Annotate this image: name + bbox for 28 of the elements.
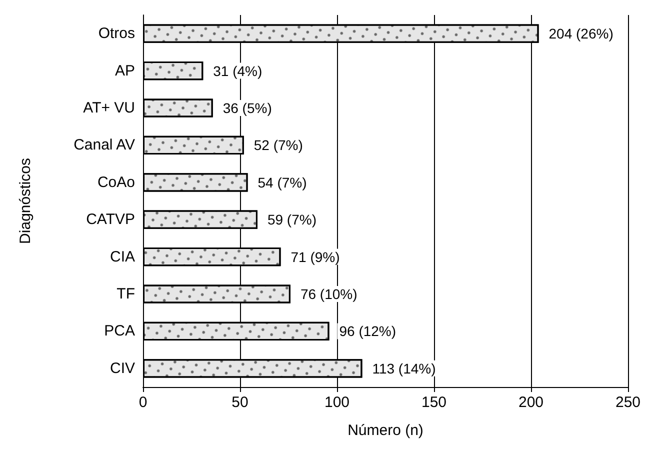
data-label: 31 (4%): [213, 62, 262, 79]
x-axis-title: Número (n): [348, 422, 424, 439]
data-label: 71 (9%): [290, 248, 340, 265]
data-label: 54 (7%): [258, 174, 307, 190]
data-label: 204 (26%): [548, 26, 614, 42]
x-tick-label: 250: [615, 394, 641, 411]
y-axis-title: Diagnósticos: [17, 158, 34, 244]
x-tick-label: 50: [232, 394, 248, 411]
y-tick-label: AP: [114, 62, 135, 80]
y-tick-label: CoAo: [97, 174, 135, 191]
data-label: 113 (14%): [372, 360, 436, 376]
y-tick-label: PCA: [104, 322, 135, 340]
data-label: 59 (7%): [267, 212, 316, 228]
data-label: 76 (10%): [300, 286, 358, 302]
x-tick-label: 100: [324, 394, 350, 411]
x-tick-label: 0: [138, 394, 148, 411]
x-tick-label: 200: [518, 394, 544, 411]
x-tick-label: 150: [421, 394, 447, 411]
y-tick-label: TF: [116, 286, 135, 302]
y-tick-label: CIA: [110, 248, 135, 266]
y-tick-label: AT+ VU: [83, 100, 135, 116]
y-tick-label: CIV: [110, 360, 135, 377]
data-label: 52 (7%): [254, 137, 303, 154]
data-label: 96 (12%): [339, 323, 396, 340]
y-tick-label: Canal AV: [74, 136, 135, 154]
data-label: 36 (5%): [222, 100, 272, 116]
y-tick-label: Otros: [98, 25, 135, 42]
y-tick-label: CATVP: [86, 211, 135, 228]
